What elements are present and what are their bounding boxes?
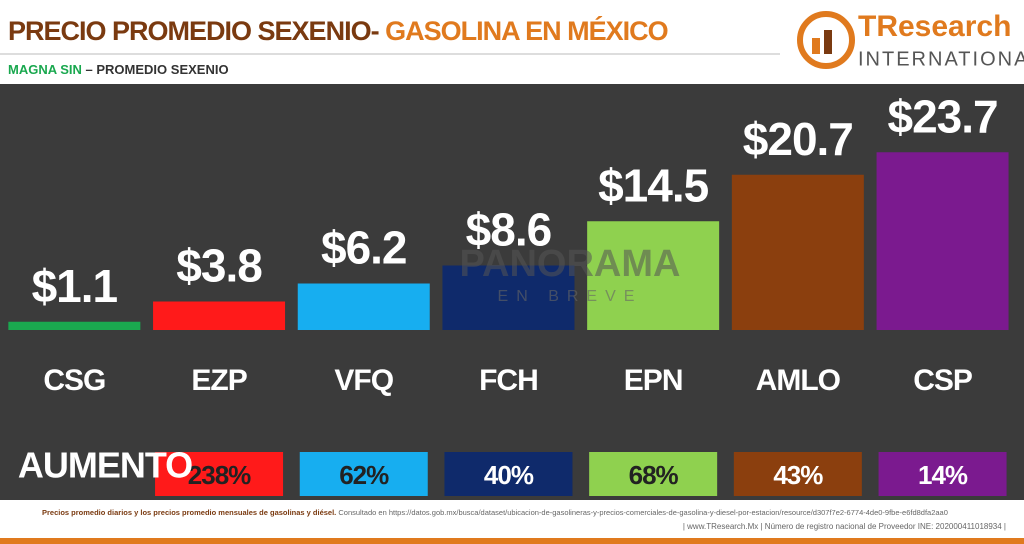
logo-icon: [824, 30, 832, 54]
title-main: PRECIO PROMEDIO SEXENIO-: [8, 16, 379, 46]
bar: [731, 174, 864, 330]
increase-label: 43%: [773, 460, 823, 490]
logo-ring: [797, 11, 855, 69]
bar: [153, 301, 286, 330]
increase-title: AUMENTO: [18, 445, 192, 486]
value-label: $1.1: [32, 260, 118, 312]
watermark-tagline: EN BREVE: [498, 288, 643, 305]
increase-label: 62%: [339, 460, 389, 490]
bar: [587, 221, 720, 330]
title: PRECIO PROMEDIO SEXENIO- GASOLINA EN MÉX…: [8, 15, 668, 46]
category-label: AMLO: [756, 364, 841, 397]
watermark: PANORAMA: [460, 243, 681, 285]
category-label: FCH: [479, 364, 538, 397]
increase-label: 40%: [484, 460, 534, 490]
increase-box: [444, 452, 573, 496]
value-label: $8.6: [466, 204, 552, 256]
bar: [297, 283, 430, 330]
category-label: EPN: [624, 364, 683, 397]
value-label: $14.5: [598, 159, 709, 211]
value-label: $3.8: [176, 240, 262, 292]
increase-box: [878, 452, 1007, 496]
category-label: EZP: [191, 364, 246, 397]
bar: [876, 152, 1009, 330]
logo-icon: [812, 38, 820, 54]
category-label: VFQ: [334, 364, 393, 397]
value-label: $20.7: [743, 113, 853, 165]
value-label: $6.2: [321, 222, 407, 274]
increase-label: 238%: [188, 460, 251, 490]
increase-box: [733, 452, 862, 496]
increase-label: 14%: [918, 460, 968, 490]
value-label: $23.7: [887, 90, 997, 142]
logo-name: TResearch: [858, 10, 1011, 43]
category-label: CSP: [913, 364, 972, 397]
plot: $1.1 CSG $3.8 EZP $6.2 VFQ $8.6 FCH $14.5 EPN $20.…: [8, 90, 1009, 496]
subtitle-main: – PROMEDIO SEXENIO: [86, 62, 229, 77]
bar: [8, 321, 141, 330]
footer-url: Consultado en https://datos.gob.mx/busca…: [338, 508, 948, 517]
footer-source: Precios promedio diarios y los precios p…: [42, 508, 948, 517]
increase-box: [299, 452, 428, 496]
increase-box: [155, 452, 284, 496]
increase-box: [589, 452, 718, 496]
bottom-rule: [0, 538, 1024, 544]
bar: [442, 265, 575, 330]
subtitle: MAGNA SIN – PROMEDIO SEXENIO: [8, 62, 229, 77]
subtitle-highlight: MAGNA SIN: [8, 62, 82, 77]
footer-registry: | www.TResearch.Mx | Número de registro …: [683, 522, 1006, 531]
logo-tagline: INTERNATIONAL: [858, 48, 1024, 70]
increase-label: 68%: [629, 460, 679, 490]
category-label: CSG: [43, 364, 105, 397]
footer-note: Precios promedio diarios y los precios p…: [42, 508, 336, 517]
logo: TResearch INTERNATIONAL: [797, 10, 1024, 70]
title-highlight: GASOLINA EN MÉXICO: [385, 15, 668, 46]
